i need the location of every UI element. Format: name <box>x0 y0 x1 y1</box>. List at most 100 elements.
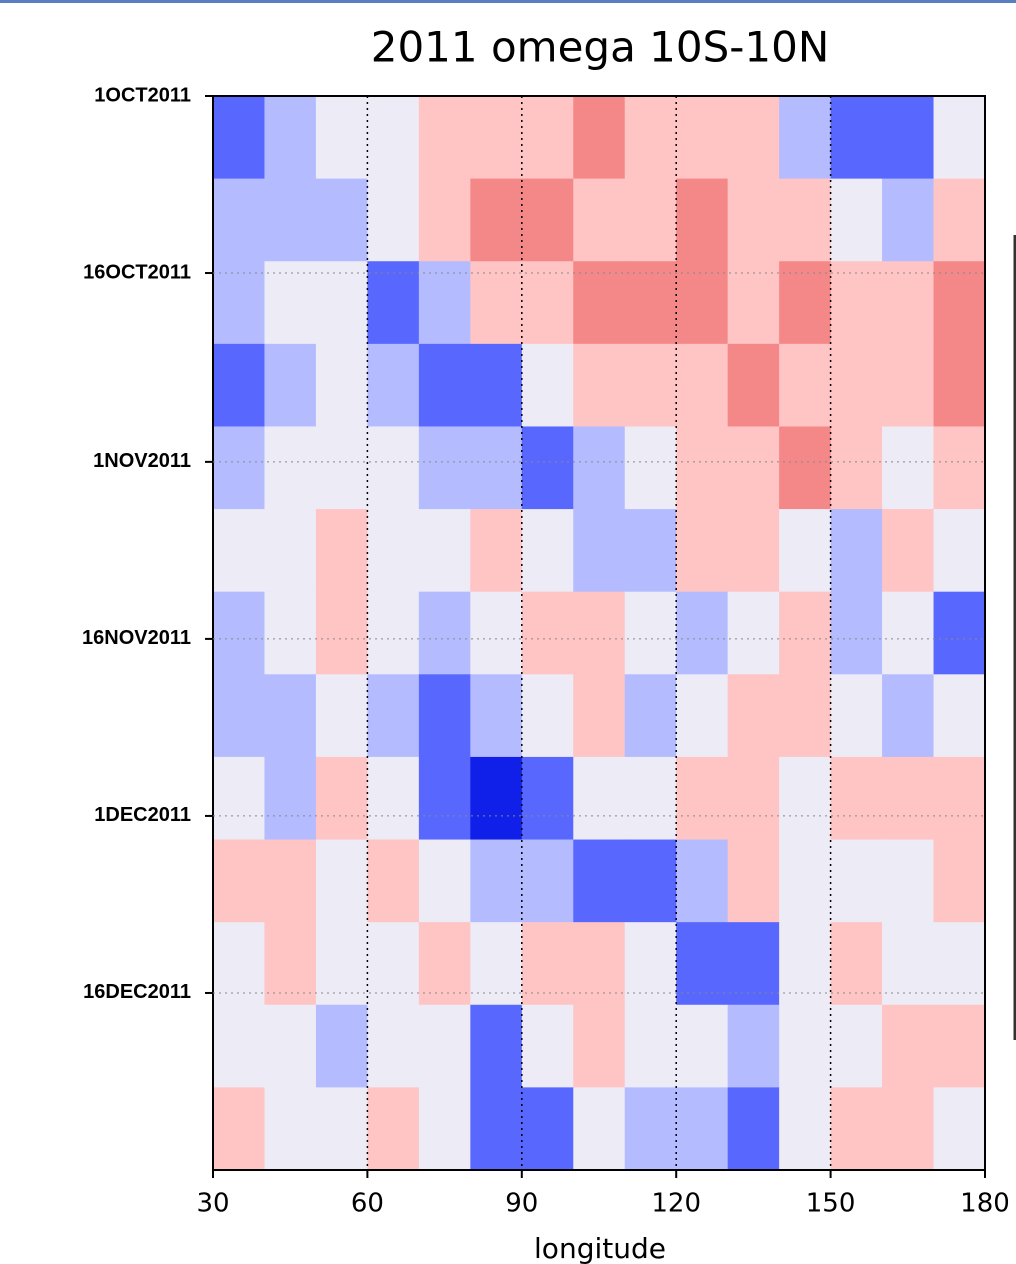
cell <box>933 261 985 345</box>
cell <box>315 96 368 180</box>
cell <box>933 674 985 758</box>
cell <box>779 591 832 675</box>
cell <box>779 343 832 427</box>
cell <box>521 922 574 1006</box>
cell <box>727 1087 780 1170</box>
cell <box>315 591 368 675</box>
cell <box>882 178 935 262</box>
cell <box>882 756 935 841</box>
cell <box>367 261 420 345</box>
cell <box>727 343 780 427</box>
cell <box>830 343 883 427</box>
cell <box>779 839 832 923</box>
cell <box>521 1087 574 1170</box>
cell <box>418 674 471 758</box>
y-tick-label: 16NOV2011 <box>82 627 191 649</box>
cell <box>264 426 317 510</box>
x-tick-label: 30 <box>196 1189 229 1219</box>
cell <box>315 839 368 923</box>
cell <box>573 178 626 262</box>
cell <box>213 178 265 262</box>
cell <box>213 261 265 345</box>
cell <box>213 343 265 427</box>
cell <box>418 178 471 262</box>
cell <box>779 178 832 262</box>
cell <box>882 674 935 758</box>
cell <box>573 96 626 180</box>
cell <box>624 1004 677 1088</box>
cell <box>727 1004 780 1088</box>
cell <box>367 1087 420 1170</box>
cell <box>315 261 368 345</box>
cell <box>779 1087 832 1170</box>
cell <box>521 1004 574 1088</box>
cell <box>573 1004 626 1088</box>
cell <box>882 922 935 1006</box>
cell <box>727 96 780 180</box>
cell <box>624 756 677 841</box>
cell <box>933 839 985 923</box>
cell <box>830 839 883 923</box>
cell <box>624 261 677 345</box>
cell <box>470 591 523 675</box>
cell <box>418 509 471 593</box>
cell <box>367 1004 420 1088</box>
cell <box>264 922 317 1006</box>
cell <box>521 96 574 180</box>
y-tick-label: 16OCT2011 <box>83 261 191 283</box>
cell <box>521 343 574 427</box>
cell <box>264 96 317 180</box>
cell <box>727 839 780 923</box>
cell <box>830 426 883 510</box>
cell <box>521 509 574 593</box>
y-tick-label: 1DEC2011 <box>94 804 191 826</box>
cell <box>676 1004 729 1088</box>
cell <box>470 1087 523 1170</box>
cell <box>882 426 935 510</box>
cell <box>264 591 317 675</box>
cell <box>367 426 420 510</box>
cell <box>367 922 420 1006</box>
cell <box>933 178 985 262</box>
cell <box>727 922 780 1006</box>
x-tick-label: 120 <box>651 1189 701 1219</box>
cell <box>624 178 677 262</box>
cell <box>367 509 420 593</box>
cell <box>676 426 729 510</box>
cell <box>470 674 523 758</box>
y-tick-label: 16DEC2011 <box>83 981 191 1003</box>
cell <box>418 1087 471 1170</box>
cell <box>573 591 626 675</box>
cell <box>882 839 935 923</box>
cell <box>418 922 471 1006</box>
cell <box>573 839 626 923</box>
cell <box>264 178 317 262</box>
cell <box>367 96 420 180</box>
cell <box>933 343 985 427</box>
cell <box>521 839 574 923</box>
cell <box>315 509 368 593</box>
cell <box>213 839 265 923</box>
cell <box>727 178 780 262</box>
cell <box>573 756 626 841</box>
cell <box>933 509 985 593</box>
cell <box>213 1004 265 1088</box>
cell <box>624 1087 677 1170</box>
cell <box>676 756 729 841</box>
cell <box>676 839 729 923</box>
x-tick-label: 180 <box>960 1189 1010 1219</box>
cell <box>470 922 523 1006</box>
cell <box>779 922 832 1006</box>
cell <box>830 756 883 841</box>
cell <box>727 591 780 675</box>
cell <box>882 1004 935 1088</box>
cell <box>521 261 574 345</box>
cell <box>418 426 471 510</box>
cell <box>470 426 523 510</box>
cell <box>573 1087 626 1170</box>
cell <box>933 922 985 1006</box>
cell <box>213 922 265 1006</box>
cell <box>676 178 729 262</box>
cell <box>264 1004 317 1088</box>
